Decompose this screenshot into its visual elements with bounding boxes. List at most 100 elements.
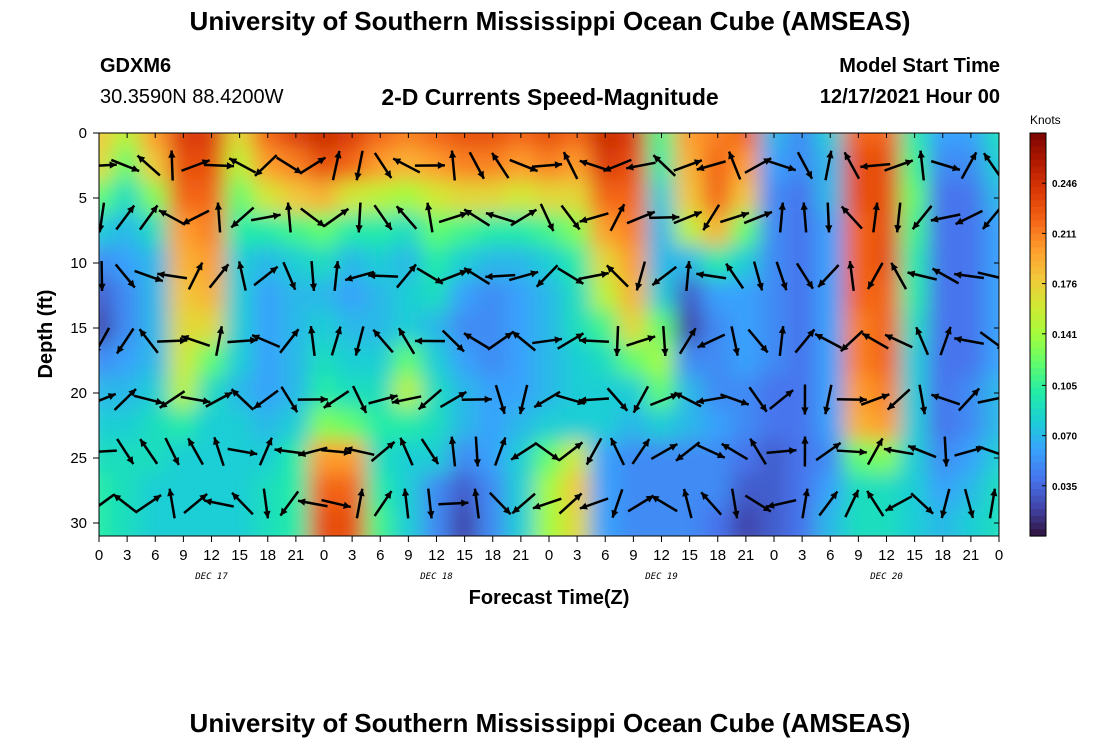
- heatmap-cell: [927, 180, 958, 216]
- colorbar-swatch: [1030, 435, 1046, 443]
- current-arrow: [652, 154, 677, 177]
- current-arrow: [988, 488, 998, 519]
- heatmap-cell: [365, 213, 396, 248]
- heatmap-cell: [843, 133, 874, 151]
- heatmap-cell: [927, 278, 958, 313]
- current-arrow: [463, 332, 491, 350]
- heatmap-cell: [112, 343, 143, 378]
- current-arrow: [815, 441, 842, 462]
- current-arrow: [678, 327, 697, 355]
- current-arrow: [187, 437, 204, 466]
- current-arrow: [441, 329, 465, 353]
- heatmap-cell: [758, 213, 790, 248]
- colorbar-swatch: [1030, 233, 1046, 242]
- heatmap-cell: [449, 343, 480, 378]
- colorbar-swatch: [1030, 314, 1046, 322]
- current-arrow: [800, 202, 808, 233]
- current-arrow: [438, 211, 469, 224]
- heatmap-cell: [927, 440, 958, 476]
- current-arrow: [649, 213, 680, 221]
- current-arrow: [344, 270, 375, 282]
- x-tick-label: 15: [456, 547, 473, 564]
- x-tick-label: 0: [770, 547, 778, 564]
- heatmap-cell: [337, 180, 368, 216]
- heatmap-cell: [308, 245, 340, 281]
- heatmap-cell: [815, 180, 846, 216]
- colorbar-swatch: [1030, 482, 1046, 490]
- current-arrow: [861, 332, 889, 350]
- y-axis: 0 5 10 15 20 25 30: [70, 125, 999, 532]
- heatmap-cell: [562, 133, 593, 151]
- heatmap-cell: [308, 440, 340, 476]
- heatmap-cell: [196, 180, 227, 216]
- colorbar-swatch: [1030, 468, 1046, 477]
- current-arrow: [532, 161, 563, 169]
- current-arrow: [930, 159, 961, 172]
- heatmap-cell: [308, 375, 340, 411]
- current-arrow: [112, 493, 138, 514]
- heatmap-cell: [196, 213, 227, 248]
- current-arrow: [135, 494, 162, 513]
- heatmap-cell: [815, 133, 846, 151]
- heatmap-cell: [899, 310, 930, 346]
- current-arrow: [203, 162, 235, 170]
- current-arrow: [836, 448, 867, 456]
- colorbar-swatch: [1030, 173, 1046, 181]
- x-axis-label: Forecast Time(Z): [469, 587, 630, 609]
- heatmap-cell: [674, 133, 705, 151]
- colorbar-swatch: [1030, 347, 1046, 356]
- current-arrow: [392, 157, 421, 174]
- current-arrow: [560, 204, 581, 231]
- colorbar-swatch: [1030, 408, 1046, 416]
- colorbar-swatch: [1030, 522, 1046, 530]
- current-arrow: [603, 158, 632, 173]
- colorbar-swatch: [1030, 381, 1046, 389]
- current-arrow: [847, 260, 855, 292]
- heatmap-cell: [505, 343, 536, 378]
- heatmap-cell: [899, 213, 930, 248]
- colorbar-swatch: [1030, 280, 1046, 289]
- heatmap-cell: [449, 278, 480, 313]
- heatmap-cell: [168, 180, 199, 216]
- heatmap-cell: [590, 408, 621, 443]
- heatmap-cell: [168, 440, 199, 476]
- heatmap-cell: [646, 278, 677, 313]
- current-vector-arrows: [99, 150, 999, 519]
- x-tick-label: 18: [259, 547, 276, 564]
- y-tick-label: 30: [70, 515, 87, 532]
- date-label: DEC 19: [644, 572, 678, 582]
- current-arrow: [228, 157, 257, 174]
- heatmap-cell: [815, 213, 846, 248]
- current-arrow: [578, 396, 610, 404]
- colorbar-swatch: [1030, 388, 1046, 396]
- heatmap-cell: [646, 245, 677, 281]
- current-arrow: [907, 270, 938, 281]
- current-arrow: [110, 158, 140, 173]
- current-arrow: [508, 270, 539, 282]
- heatmap-cell: [562, 505, 593, 536]
- current-arrow: [368, 272, 399, 280]
- current-arrow: [613, 325, 621, 357]
- heatmap-cell: [843, 375, 874, 411]
- heatmap-cell: [224, 440, 255, 476]
- x-tick-label: 6: [826, 547, 834, 564]
- heatmap-cell: [815, 343, 846, 378]
- current-arrow: [493, 436, 507, 467]
- current-arrow: [632, 385, 650, 414]
- heatmap-cell: [337, 213, 368, 248]
- current-arrow: [164, 437, 180, 466]
- current-arrow: [860, 162, 891, 170]
- current-arrow: [231, 491, 254, 516]
- current-arrow: [557, 267, 585, 285]
- heatmap-cell: [562, 278, 593, 313]
- heatmap-cell: [702, 343, 733, 378]
- current-arrow: [230, 388, 255, 411]
- heatmap-cell: [730, 180, 761, 216]
- current-arrow: [438, 269, 468, 283]
- colorbar-swatch: [1030, 139, 1046, 148]
- heatmap-cell: [99, 310, 115, 346]
- heatmap-cell: [112, 245, 143, 281]
- current-arrow: [744, 494, 772, 513]
- colorbar-units: Knots: [1030, 113, 1061, 127]
- heatmap-cell: [99, 343, 115, 378]
